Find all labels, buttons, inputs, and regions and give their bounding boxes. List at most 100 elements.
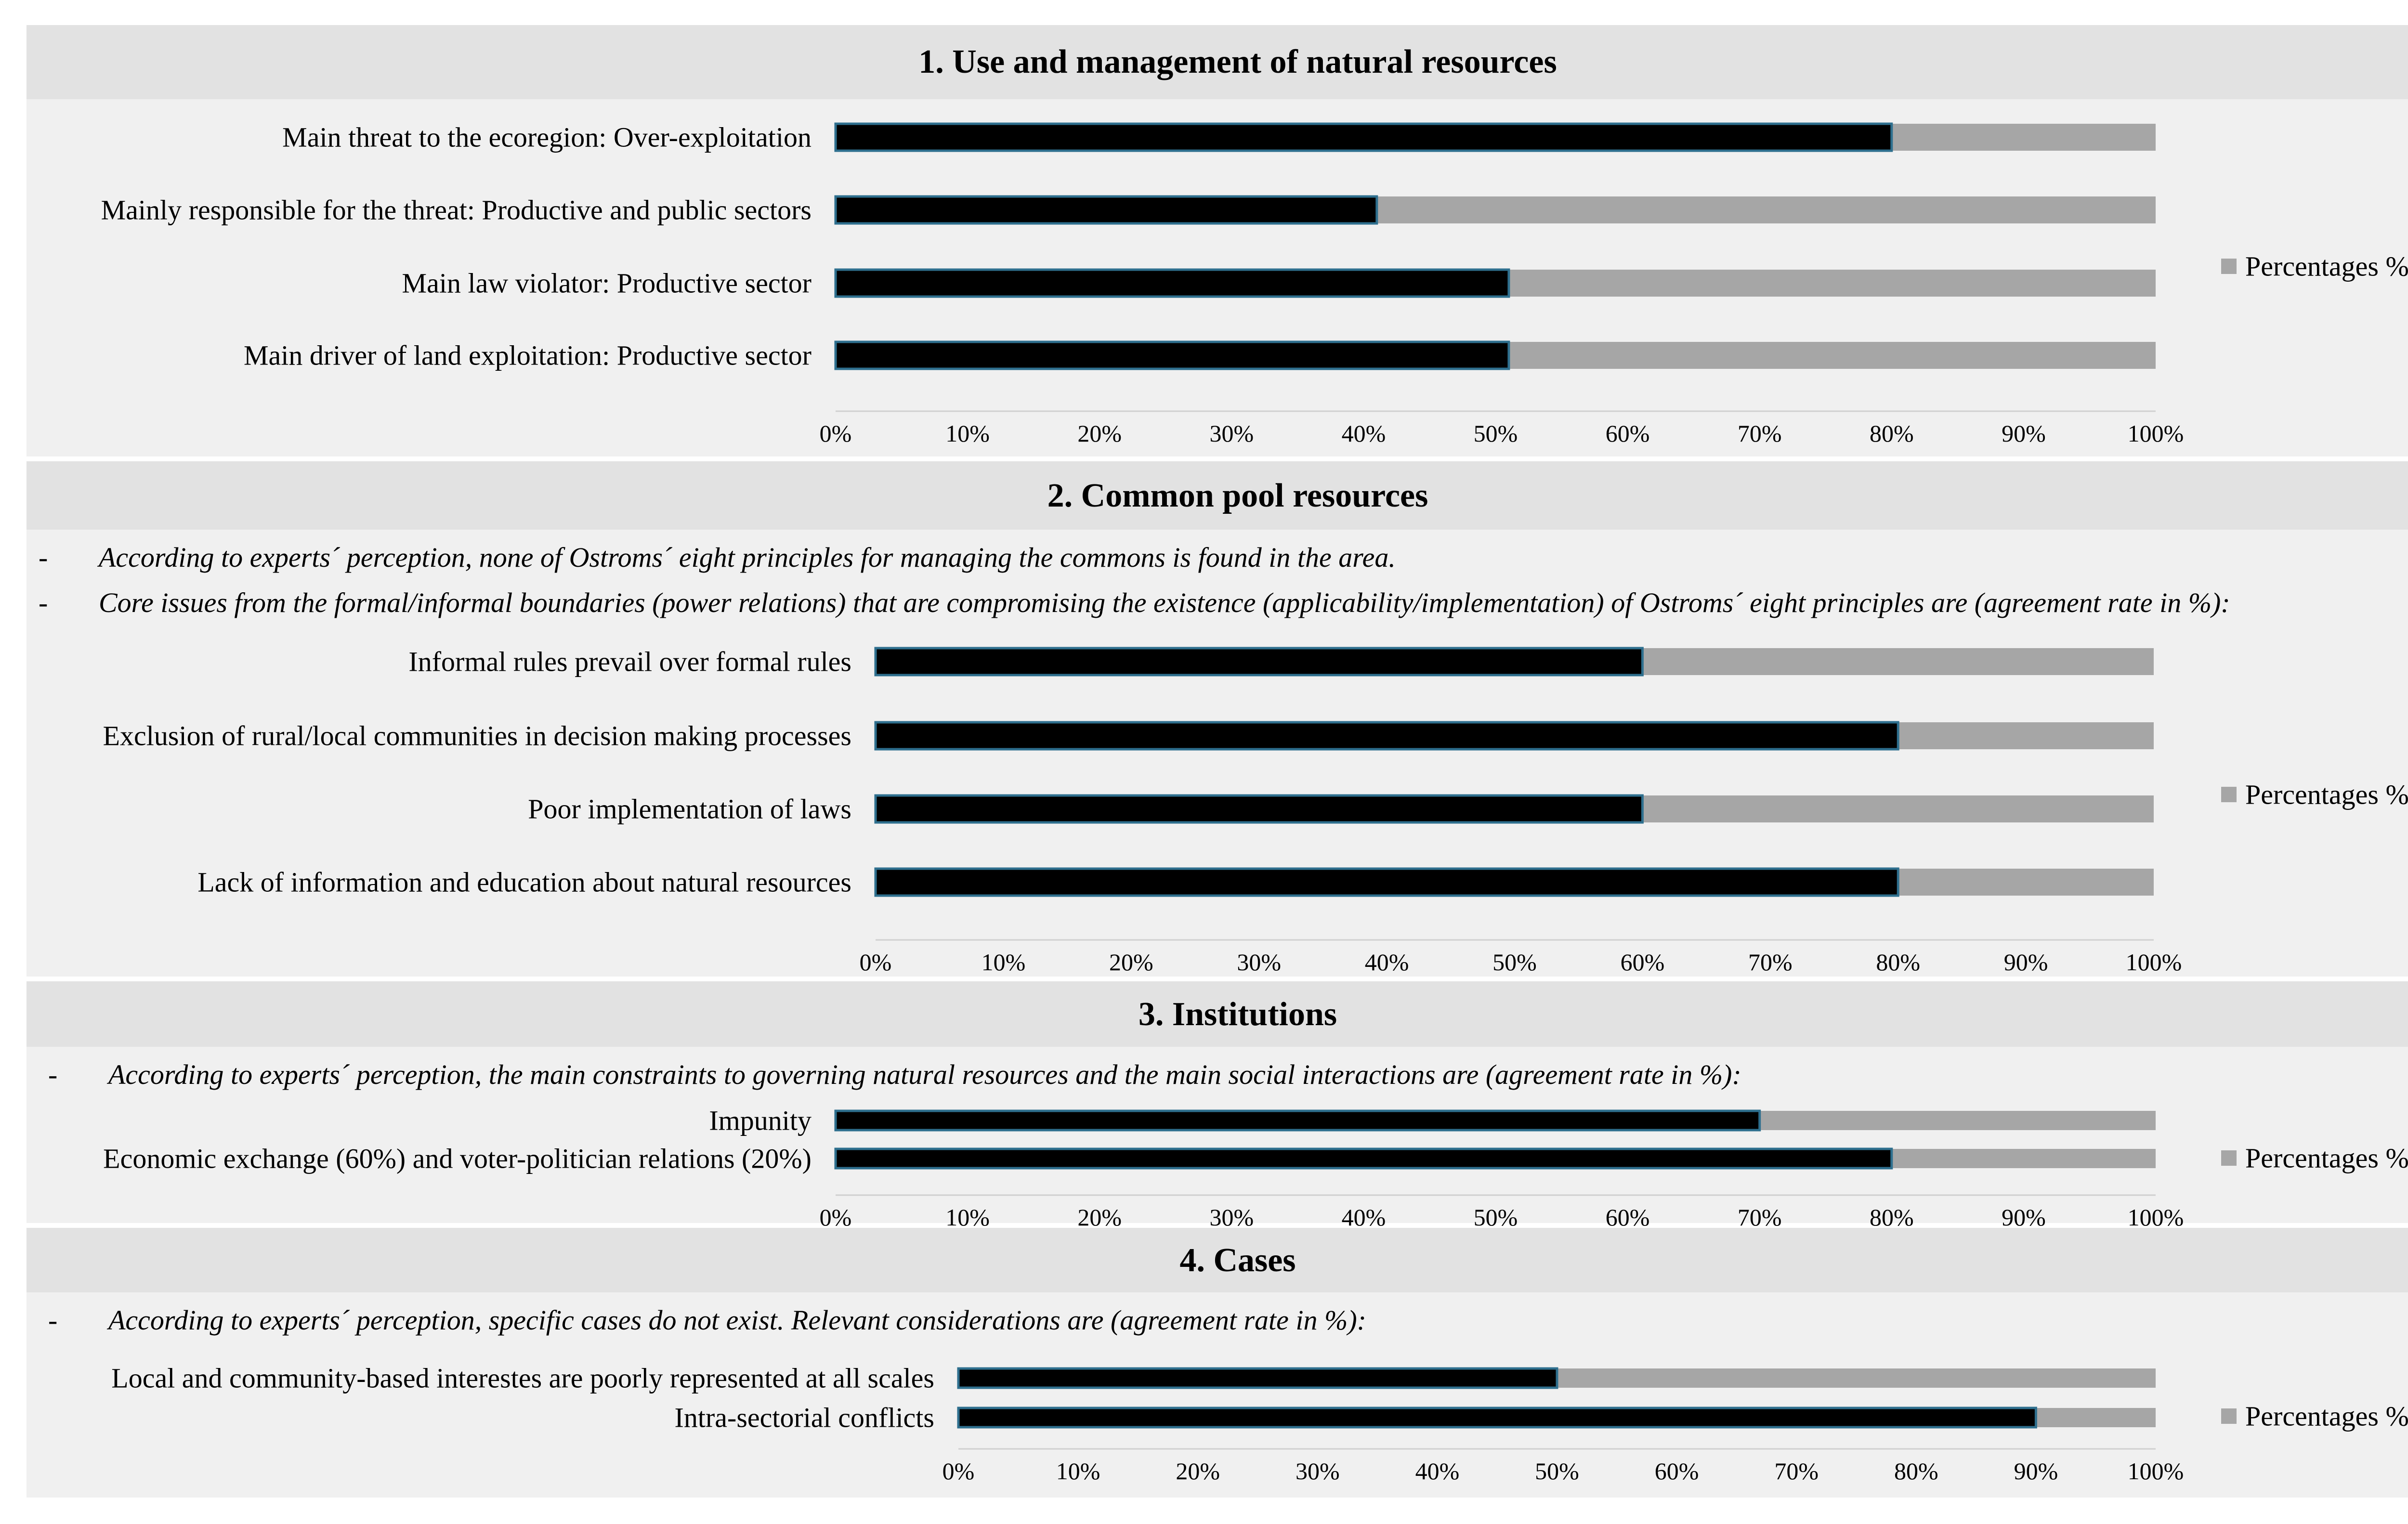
tick-label: 20% [1176, 1458, 1220, 1485]
tick-label: 0% [820, 420, 852, 447]
tick-label: 0% [820, 1204, 852, 1231]
section-4-note-1: - According to experts´ perception, spec… [48, 1304, 1366, 1336]
category-label: Poor implementation of laws [528, 794, 851, 825]
bar [834, 195, 1378, 225]
bar-remainder [1642, 648, 2154, 675]
bar-remainder [1898, 722, 2154, 749]
tick-label: 30% [1237, 949, 1281, 976]
tick-label: 50% [1474, 420, 1518, 447]
note-dash: - [48, 1059, 58, 1090]
tick-label: 90% [2002, 420, 2046, 447]
tick-label: 50% [1535, 1458, 1579, 1485]
bar [834, 340, 1510, 370]
category-label: Impunity [709, 1105, 811, 1136]
tick-label: 70% [1774, 1458, 1819, 1485]
bar-remainder [1642, 795, 2154, 822]
tick-label: 60% [1606, 1204, 1650, 1231]
tick-label: 100% [2128, 420, 2184, 447]
tick-label: 20% [1077, 1204, 1122, 1231]
legend-swatch [2221, 1150, 2237, 1166]
section-3-body [26, 1047, 2408, 1223]
category-label: Intra-sectorial conflicts [675, 1402, 934, 1433]
tick-label: 80% [1876, 949, 1920, 976]
tick-label: 10% [945, 1204, 990, 1231]
note-dash: - [39, 587, 48, 618]
category-label: Mainly responsible for the threat: Produ… [101, 195, 811, 226]
category-label: Economic exchange (60%) and voter-politi… [103, 1143, 811, 1174]
section-3-note-1: - According to experts´ perception, the … [48, 1058, 1741, 1091]
tick-label: 90% [2014, 1458, 2058, 1485]
category-label: Informal rules prevail over formal rules [408, 646, 851, 677]
bar-remainder [1376, 196, 2156, 223]
category-label: Local and community-based interestes are… [111, 1363, 934, 1394]
bar [834, 268, 1510, 298]
bar [874, 867, 1899, 897]
bar-remainder [1557, 1368, 2156, 1388]
tick-label: 50% [1492, 949, 1537, 976]
note-dash: - [48, 1304, 58, 1336]
bar [957, 1407, 2037, 1429]
category-label: Lack of information and education about … [197, 867, 851, 898]
tick-label: 40% [1342, 420, 1386, 447]
tick-label: 70% [1748, 949, 1793, 976]
tick-label: 40% [1415, 1458, 1460, 1485]
tick-label: 20% [1077, 420, 1122, 447]
bar [874, 721, 1899, 751]
legend-label: Percentages % [2245, 1401, 2408, 1432]
tick-label: 80% [1870, 1204, 1914, 1231]
bar-remainder [1759, 1111, 2156, 1130]
bar-remainder [1891, 1149, 2156, 1168]
tick-label: 0% [942, 1458, 975, 1485]
bar [957, 1367, 1558, 1389]
legend-label: Percentages % [2245, 779, 2408, 810]
tick-label: 60% [1621, 949, 1665, 976]
bar [834, 1147, 1893, 1170]
section-2-body [26, 530, 2408, 977]
tick-label: 0% [860, 949, 892, 976]
tick-label: 60% [1655, 1458, 1699, 1485]
section-1-title: 1. Use and management of natural resourc… [26, 22, 2408, 102]
bar-remainder [1508, 270, 2156, 297]
tick-label: 10% [945, 420, 990, 447]
section-2-note-1: - According to experts´ perception, none… [39, 541, 1396, 573]
category-label: Main driver of land exploitation: Produc… [244, 340, 811, 371]
bar [834, 1109, 1761, 1132]
bar-remainder [2036, 1408, 2156, 1427]
note-text: Core issues from the formal/informal bou… [99, 587, 2230, 618]
category-label: Main threat to the ecoregion: Over-explo… [282, 122, 811, 153]
tick-label: 100% [2128, 1204, 2184, 1231]
category-label: Exclusion of rural/local communities in … [103, 720, 851, 752]
legend-label: Percentages % [2245, 251, 2408, 282]
tick-label: 40% [1342, 1204, 1386, 1231]
note-text: According to experts´ perception, none o… [99, 542, 1396, 573]
tick-label: 70% [1738, 1204, 1782, 1231]
note-text: According to experts´ perception, specif… [108, 1304, 1366, 1336]
tick-label: 30% [1209, 1204, 1254, 1231]
tick-label: 10% [1056, 1458, 1100, 1485]
bar [874, 794, 1644, 824]
category-label: Main law violator: Productive sector [402, 268, 811, 299]
legend-swatch [2221, 259, 2237, 274]
note-text: According to experts´ perception, the ma… [108, 1059, 1741, 1090]
note-dash: - [39, 542, 48, 573]
tick-label: 60% [1606, 420, 1650, 447]
tick-label: 20% [1109, 949, 1153, 976]
section-4-body [26, 1292, 2408, 1498]
section-2-title: 2. Common pool resources [26, 458, 2408, 534]
bar-remainder [1508, 342, 2156, 369]
tick-label: 50% [1474, 1204, 1518, 1231]
tick-label: 30% [1209, 420, 1254, 447]
tick-label: 40% [1365, 949, 1409, 976]
tick-label: 10% [982, 949, 1026, 976]
bar [834, 122, 1893, 152]
legend-swatch [2221, 787, 2237, 802]
tick-label: 80% [1870, 420, 1914, 447]
tick-label: 100% [2126, 949, 2182, 976]
section-2-note-2: - Core issues from the formal/informal b… [39, 586, 2230, 619]
tick-label: 70% [1738, 420, 1782, 447]
tick-label: 30% [1296, 1458, 1340, 1485]
tick-label: 90% [2004, 949, 2048, 976]
tick-label: 90% [2002, 1204, 2046, 1231]
legend-label: Percentages % [2245, 1143, 2408, 1174]
